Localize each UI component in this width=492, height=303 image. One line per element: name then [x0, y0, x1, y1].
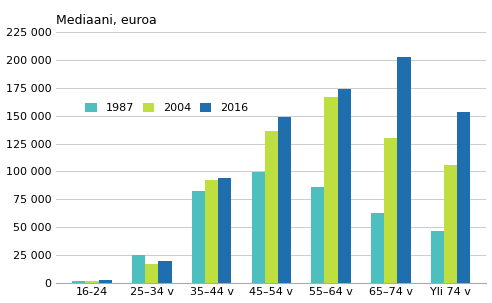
Bar — [205, 180, 218, 283]
Bar — [384, 138, 398, 283]
Bar — [251, 172, 265, 283]
Legend: 1987, 2004, 2016: 1987, 2004, 2016 — [83, 100, 250, 115]
Bar — [218, 178, 231, 283]
Bar — [325, 97, 338, 283]
Bar — [398, 57, 410, 283]
Bar — [457, 112, 470, 283]
Bar — [431, 231, 444, 283]
Bar — [158, 261, 172, 283]
Bar — [72, 281, 86, 283]
Bar — [145, 264, 158, 283]
Bar — [278, 117, 291, 283]
Text: Mediaani, euroa: Mediaani, euroa — [56, 14, 157, 27]
Bar — [98, 280, 112, 283]
Bar — [86, 281, 98, 283]
Bar — [338, 89, 351, 283]
Bar — [192, 191, 205, 283]
Bar — [265, 131, 278, 283]
Bar — [371, 212, 384, 283]
Bar — [444, 165, 457, 283]
Bar — [132, 255, 145, 283]
Bar — [311, 187, 325, 283]
